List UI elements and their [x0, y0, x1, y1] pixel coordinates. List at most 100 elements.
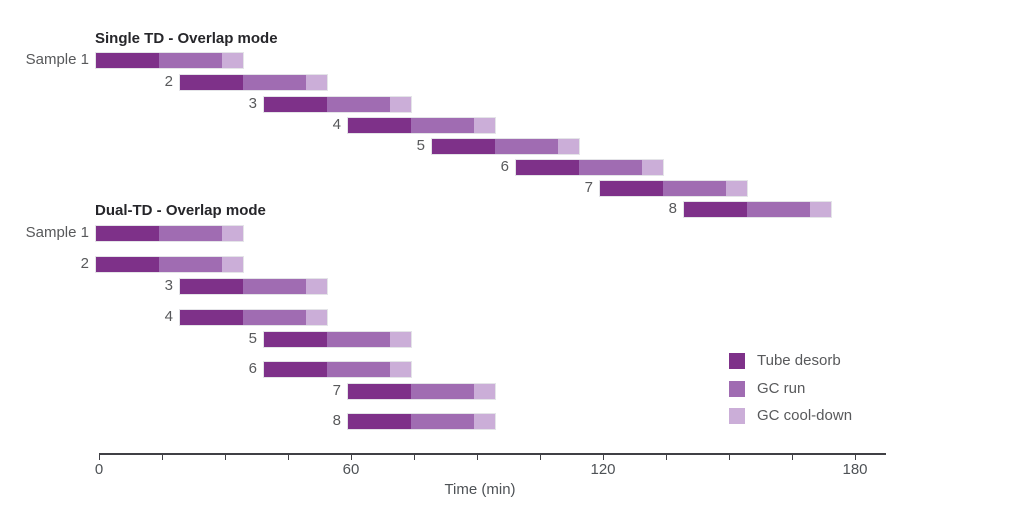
bar-segment-gc-cool-down: [558, 138, 579, 154]
row-label: 5: [416, 136, 425, 154]
bar-segment-gc-cool-down: [222, 257, 243, 272]
axis-tick-label: 0: [94, 461, 104, 478]
bar-segment-tube-desorb: [96, 257, 159, 272]
group-title-2: Dual-TD - Overlap mode: [95, 202, 266, 219]
legend-label-gc-run: GC run: [757, 379, 806, 397]
axis-tick: [855, 455, 856, 460]
axis-tick: [99, 455, 100, 460]
bar-segment-gc-run: [243, 75, 306, 90]
bar-segment-gc-cool-down: [642, 159, 663, 175]
bar-segment-gc-cool-down: [390, 96, 411, 112]
sample-bar: [96, 257, 243, 272]
axis-tick: [729, 455, 730, 460]
bar-segment-gc-run: [159, 226, 222, 241]
bar-segment-gc-run: [411, 414, 474, 429]
row-label: 7: [584, 178, 593, 196]
axis-tick: [351, 455, 352, 460]
bar-segment-gc-run: [327, 96, 390, 112]
bar-segment-tube-desorb: [348, 384, 411, 399]
row-label: 7: [332, 382, 341, 399]
sample-bar: [600, 180, 747, 196]
sample-bar: [348, 117, 495, 133]
bar-segment-gc-cool-down: [390, 332, 411, 347]
axis-tick-label: 60: [342, 461, 360, 478]
group-title-1: Single TD - Overlap mode: [95, 30, 278, 47]
sample-bar: [264, 332, 411, 347]
row-label: 8: [332, 412, 341, 429]
x-axis-line: [99, 453, 886, 455]
axis-tick: [477, 455, 478, 460]
bar-segment-gc-run: [243, 279, 306, 294]
bar-segment-gc-run: [243, 310, 306, 325]
bar-segment-gc-cool-down: [474, 384, 495, 399]
row-label: 3: [248, 94, 257, 112]
row-label: 6: [248, 360, 257, 377]
axis-tick: [414, 455, 415, 460]
bar-segment-tube-desorb: [432, 138, 495, 154]
bar-segment-tube-desorb: [180, 75, 243, 90]
legend-swatch-gc-run: [729, 380, 745, 397]
bar-segment-gc-cool-down: [474, 414, 495, 429]
sample-bar: [516, 159, 663, 175]
axis-tick: [162, 455, 163, 460]
bar-segment-tube-desorb: [96, 226, 159, 241]
bar-segment-gc-cool-down: [810, 202, 831, 217]
axis-tick-label: 120: [590, 461, 616, 478]
bar-segment-tube-desorb: [96, 53, 159, 68]
bar-segment-gc-cool-down: [306, 279, 327, 294]
bar-segment-tube-desorb: [348, 117, 411, 133]
sample-bar: [432, 138, 579, 154]
sample-bar: [96, 53, 243, 68]
bar-segment-tube-desorb: [264, 332, 327, 347]
bar-segment-tube-desorb: [600, 180, 663, 196]
row-label: 4: [164, 308, 173, 325]
bar-segment-gc-cool-down: [306, 75, 327, 90]
axis-tick-label: 180: [842, 461, 868, 478]
row-label: 5: [248, 330, 257, 347]
axis-tick: [666, 455, 667, 460]
bar-segment-gc-run: [327, 362, 390, 377]
bar-segment-tube-desorb: [684, 202, 747, 217]
bar-segment-tube-desorb: [264, 96, 327, 112]
sample-bar: [348, 414, 495, 429]
bar-segment-gc-cool-down: [390, 362, 411, 377]
bar-segment-gc-run: [411, 384, 474, 399]
bar-segment-tube-desorb: [348, 414, 411, 429]
legend-swatch-tube-desorb: [729, 353, 745, 369]
bar-segment-gc-cool-down: [474, 117, 495, 133]
row-label: Sample 1: [25, 51, 89, 68]
bar-segment-tube-desorb: [516, 159, 579, 175]
bar-segment-gc-cool-down: [726, 180, 747, 196]
bar-segment-gc-run: [411, 117, 474, 133]
sample-bar: [180, 75, 327, 90]
axis-tick: [225, 455, 226, 460]
bar-segment-gc-run: [327, 332, 390, 347]
row-label: 2: [164, 73, 173, 90]
sample-bar: [180, 279, 327, 294]
legend-swatch-gc-cool-down: [729, 408, 745, 424]
bar-segment-tube-desorb: [180, 310, 243, 325]
sample-bar: [684, 202, 831, 217]
row-label: 6: [500, 157, 509, 175]
bar-segment-gc-cool-down: [222, 53, 243, 68]
x-axis-title: Time (min): [444, 481, 516, 498]
row-label: 4: [332, 115, 341, 133]
row-label: 8: [668, 200, 677, 217]
sample-bar: [180, 310, 327, 325]
bar-segment-gc-cool-down: [222, 226, 243, 241]
bar-segment-tube-desorb: [180, 279, 243, 294]
sample-bar: [264, 362, 411, 377]
axis-tick: [792, 455, 793, 460]
bar-segment-gc-run: [159, 53, 222, 68]
sample-bar: [264, 96, 411, 112]
bar-segment-gc-run: [747, 202, 810, 217]
row-label: 3: [164, 277, 173, 294]
bar-segment-gc-run: [663, 180, 726, 196]
bar-segment-tube-desorb: [264, 362, 327, 377]
legend-label-gc-cool-down: GC cool-down: [757, 407, 853, 424]
axis-tick: [540, 455, 541, 460]
bar-segment-gc-run: [495, 138, 558, 154]
row-label: 2: [80, 255, 89, 272]
bar-segment-gc-cool-down: [306, 310, 327, 325]
